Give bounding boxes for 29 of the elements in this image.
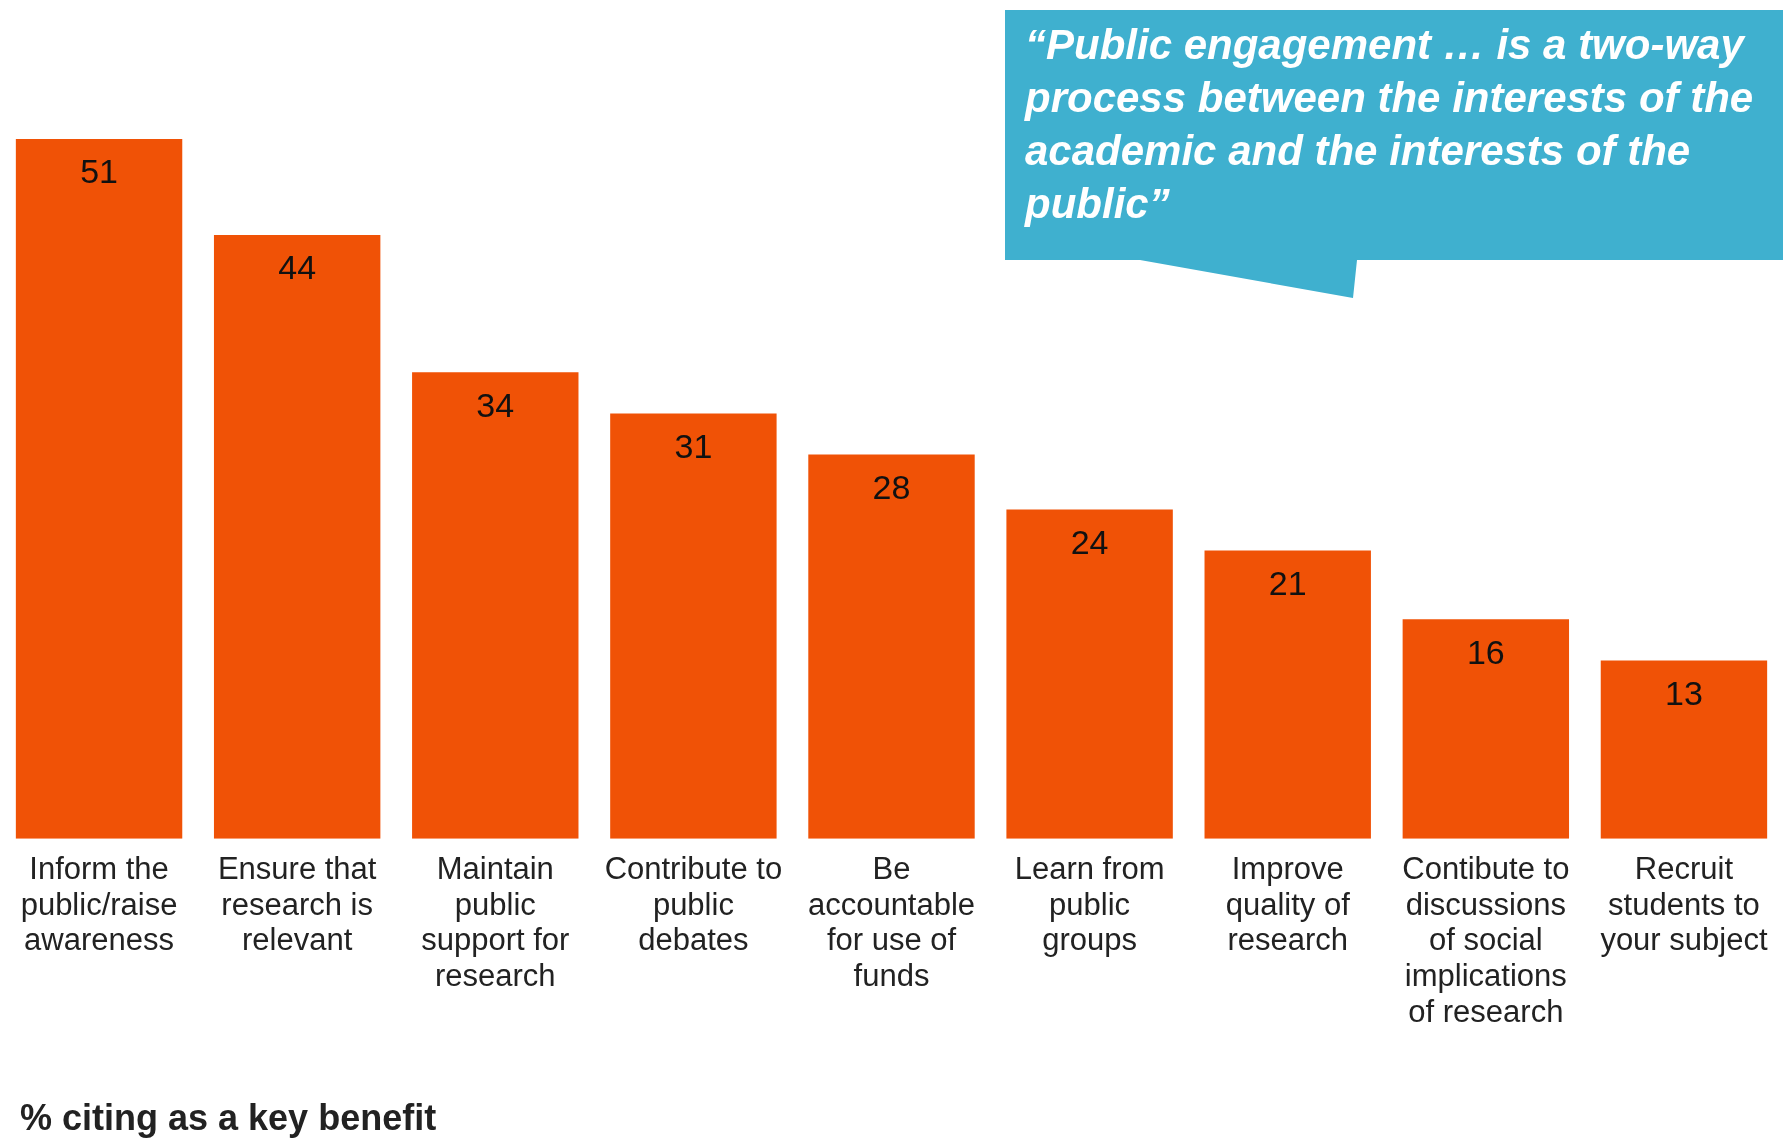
data-label: 16 (1466, 632, 1505, 671)
x-tick-label: Contibute to discussions of social implications of research (1402, 851, 1570, 1029)
data-label: 51 (80, 152, 118, 191)
bar (1402, 619, 1570, 839)
bar (15, 139, 183, 839)
data-label: 21 (1268, 563, 1307, 602)
data-label: 28 (872, 467, 911, 506)
annotation: “Public engagement … is a two-way process between the interests of the academic and the interests of the public” (1025, 20, 1755, 229)
x-tick-label: Learn from public groups (1014, 851, 1165, 958)
bar (412, 372, 579, 839)
bar (1006, 509, 1173, 839)
x-tick-label: Inform the public/raise awareness (20, 851, 178, 958)
data-label: 13 (1665, 673, 1703, 712)
x-tick-label: Contribute to public debates (604, 851, 783, 958)
text: % citing as a key benefit (20, 1097, 437, 1139)
data-label: 44 (278, 248, 317, 287)
data-label: 24 (1070, 522, 1109, 561)
bar (1204, 550, 1371, 839)
data-label: 34 (476, 385, 515, 424)
x-tick-label: Improve quality of research (1225, 851, 1351, 958)
bar (1600, 660, 1768, 839)
x-tick-label: Maintain public support for research (421, 851, 570, 994)
x-tick-label: Ensure that research is relevant (217, 851, 377, 958)
bar (610, 413, 777, 839)
data-label: 31 (674, 426, 713, 465)
bar (808, 454, 975, 839)
x-tick-label: Recruit students to your subject (1600, 851, 1768, 958)
x-tick-label: Be accountable for use of funds (807, 851, 976, 994)
bar (213, 235, 381, 839)
